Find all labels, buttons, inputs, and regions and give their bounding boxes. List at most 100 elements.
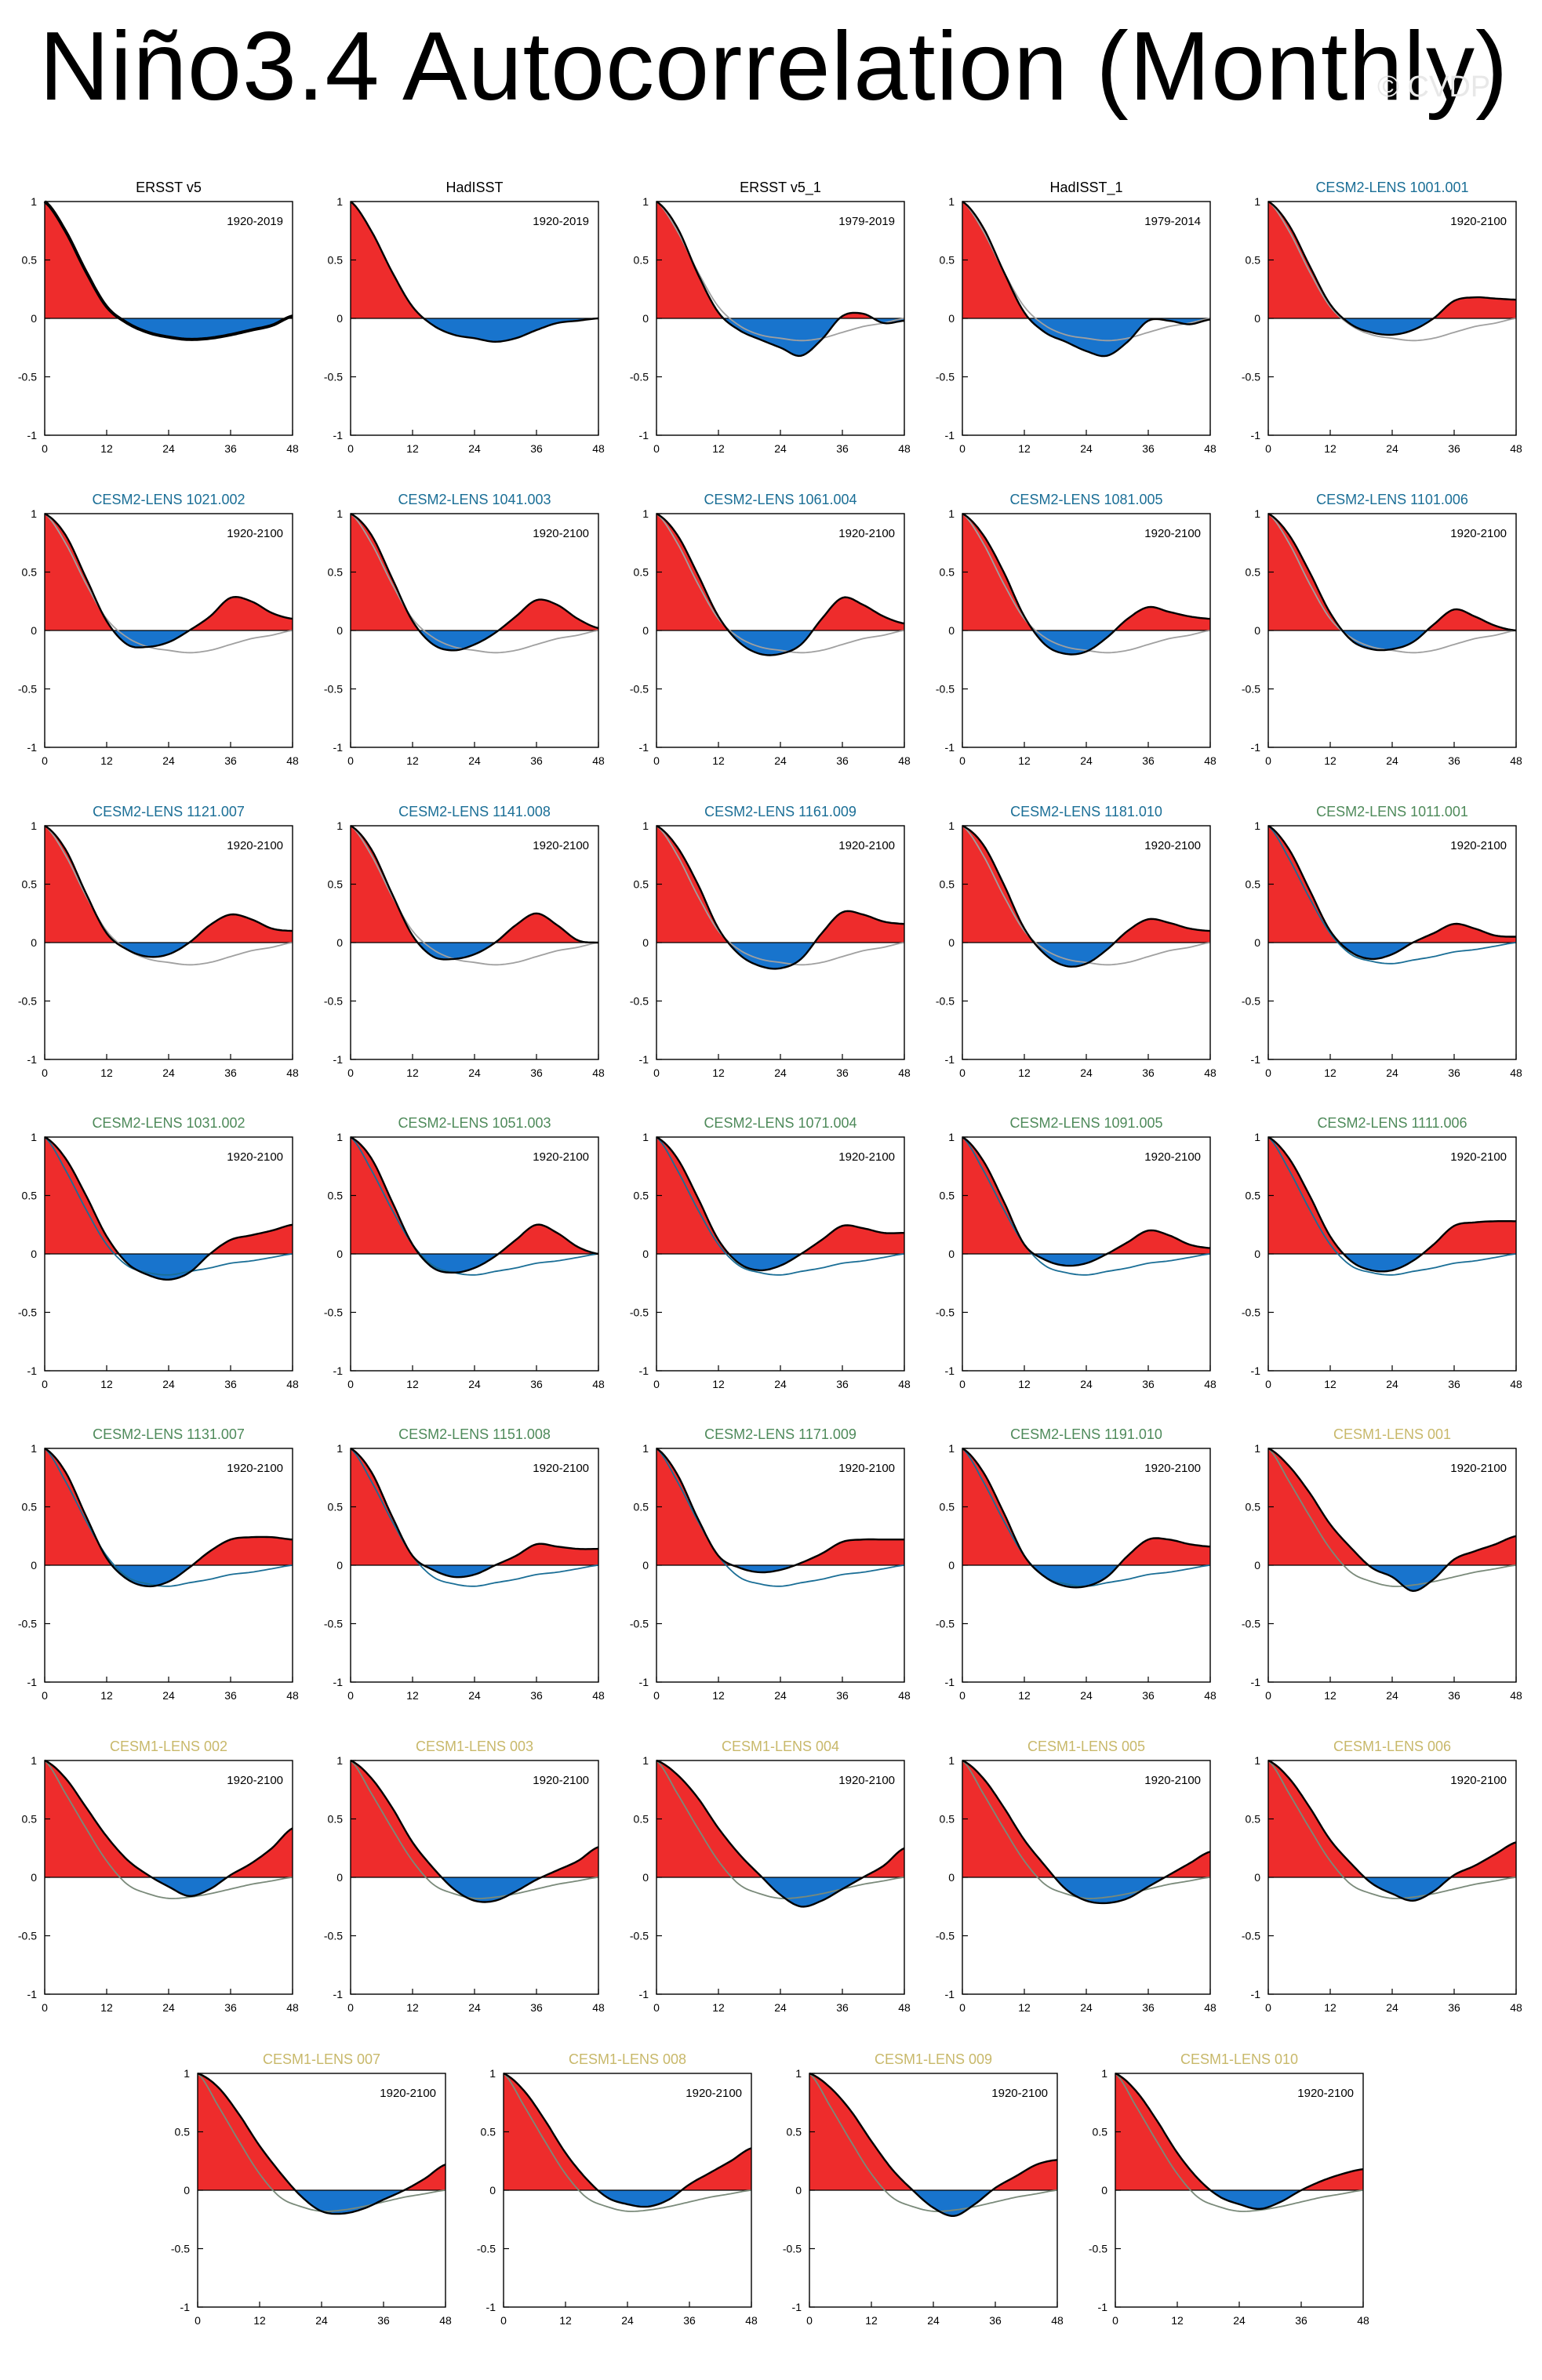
x-tick-label: 24 (1080, 442, 1093, 455)
panel-title: CESM2-LENS 1161.009 (704, 804, 856, 819)
y-tick-label: 0.5 (940, 254, 955, 267)
panel-20: 0 12 24 36 48 1 0.5 0 -0.5 -1 CESM2-LENS 1111.006 1… (1242, 1115, 1522, 1390)
panel-title: CESM1-LENS 008 (569, 2051, 686, 2067)
negative-area (962, 1254, 1210, 1266)
positive-area (1268, 514, 1516, 630)
x-tick-label: 24 (162, 754, 175, 767)
positive-area (198, 2073, 446, 2190)
y-tick-label: 0.5 (940, 1813, 955, 1826)
y-tick-label: -1 (333, 429, 344, 441)
panel-title: ERSST v5_1 (740, 180, 821, 196)
x-tick-label: 12 (712, 2001, 725, 2014)
reference-curve (44, 825, 293, 966)
x-tick-label: 36 (224, 2001, 237, 2014)
positive-area (962, 202, 1210, 318)
panel-31: 0 12 24 36 48 1 0.5 0 -0.5 -1 CESM1-LENS 007 1920-2… (171, 2051, 452, 2327)
reference-curve (962, 1136, 1211, 1276)
period-label: 1920-2100 (533, 839, 589, 852)
x-tick-label: 0 (1265, 442, 1271, 455)
negative-area (1268, 318, 1516, 335)
y-tick-label: 1 (642, 1754, 649, 1767)
y-tick-label: 0.5 (1246, 566, 1261, 579)
y-tick-label: 0.5 (1246, 878, 1261, 891)
panel-5: 0 12 24 36 48 1 0.5 0 -0.5 -1 CESM2-LENS 1001.001 1… (1242, 180, 1522, 455)
x-tick-label: 12 (100, 1689, 113, 1702)
negative-area (962, 1565, 1210, 1588)
y-tick-label: 1 (336, 507, 343, 520)
x-tick-label: 24 (162, 1066, 175, 1079)
x-tick-label: 48 (286, 2001, 299, 2014)
period-label: 1920-2100 (1144, 1774, 1201, 1787)
period-label: 1920-2100 (1297, 2087, 1354, 2100)
y-tick-label: -0.5 (630, 1306, 649, 1319)
negative-area (962, 318, 1210, 357)
panel-title: CESM1-LENS 009 (875, 2051, 992, 2067)
y-tick-label: -1 (1251, 741, 1261, 754)
x-tick-label: 48 (592, 1378, 605, 1390)
y-tick-label: -1 (333, 1053, 344, 1066)
x-tick-label: 24 (927, 2314, 940, 2327)
positive-area (45, 1448, 293, 1565)
x-tick-label: 24 (1080, 754, 1093, 767)
y-tick-label: -1 (639, 1364, 649, 1377)
panel-15: 0 12 24 36 48 1 0.5 0 -0.5 -1 CESM2-LENS 1011.001 1… (1242, 804, 1522, 1079)
y-tick-label: 0.5 (787, 2126, 802, 2138)
x-tick-label: 12 (253, 2314, 266, 2327)
reference-curve (1267, 1760, 1517, 1899)
y-tick-label: -1 (945, 741, 955, 754)
autocorrelation-curve (656, 201, 905, 358)
reference-curve (1267, 513, 1517, 654)
period-label: 1920-2100 (838, 839, 895, 852)
y-tick-label: -1 (945, 1053, 955, 1066)
panel-22: 0 12 24 36 48 1 0.5 0 -0.5 -1 CESM2-LENS 1151.008 1… (324, 1426, 605, 1702)
y-tick-label: -0.5 (18, 1618, 37, 1630)
y-tick-label: -0.5 (630, 1618, 649, 1630)
x-tick-label: 24 (774, 1378, 787, 1390)
y-tick-label: 0 (31, 1248, 37, 1260)
y-tick-label: -0.5 (936, 371, 955, 383)
autocorrelation-curve (809, 2072, 1058, 2218)
x-tick-label: 24 (162, 2001, 175, 2014)
x-tick-label: 24 (1386, 754, 1398, 767)
y-tick-label: 1 (31, 1131, 37, 1143)
x-tick-label: 48 (286, 442, 299, 455)
x-tick-label: 0 (347, 1066, 354, 1079)
positive-area (45, 202, 293, 318)
y-tick-label: 0 (1254, 624, 1260, 637)
period-label: 1920-2100 (686, 2087, 742, 2100)
y-tick-label: -1 (792, 2301, 802, 2313)
y-tick-label: 0 (642, 624, 649, 637)
panel-9: 0 12 24 36 48 1 0.5 0 -0.5 -1 CESM2-LENS 1081.005 1… (936, 492, 1217, 767)
negative-area (656, 630, 904, 656)
autocorrelation-curve (1115, 2072, 1364, 2211)
panel-title: CESM2-LENS 1111.006 (1317, 1115, 1467, 1131)
y-tick-label: -1 (945, 1364, 955, 1377)
autocorrelation-curve (44, 824, 293, 958)
x-tick-label: 0 (959, 442, 966, 455)
negative-area (1115, 2190, 1363, 2209)
y-tick-label: 1 (948, 1442, 955, 1455)
x-tick-label: 12 (712, 754, 725, 767)
panel-13: 0 12 24 36 48 1 0.5 0 -0.5 -1 CESM2-LENS 1161.009 1… (630, 804, 911, 1079)
y-tick-label: 1 (336, 1442, 343, 1455)
x-tick-label: 48 (1204, 442, 1217, 455)
x-tick-label: 36 (1142, 2001, 1155, 2014)
y-tick-label: 0 (948, 936, 955, 949)
panel-27: 0 12 24 36 48 1 0.5 0 -0.5 -1 CESM1-LENS 003 1920-2… (324, 1739, 605, 2014)
panel-32: 0 12 24 36 48 1 0.5 0 -0.5 -1 CESM1-LENS 008 1920-2… (477, 2051, 758, 2327)
panel-title: HadISST_1 (1049, 180, 1122, 196)
x-tick-label: 12 (1324, 442, 1337, 455)
panel-title: CESM2-LENS 1191.010 (1010, 1426, 1162, 1442)
panel-title: HadISST (446, 180, 503, 195)
x-tick-label: 36 (1448, 442, 1460, 455)
x-tick-label: 36 (1142, 442, 1155, 455)
panel-title: CESM1-LENS 006 (1333, 1739, 1451, 1754)
y-tick-label: -1 (639, 1053, 649, 1066)
x-tick-label: 48 (1510, 442, 1522, 455)
x-tick-label: 48 (1204, 2001, 1217, 2014)
panel-7: 0 12 24 36 48 1 0.5 0 -0.5 -1 CESM2-LENS 1041.003 1… (324, 492, 605, 767)
x-tick-label: 48 (1204, 1378, 1217, 1390)
x-tick-label: 36 (836, 1066, 849, 1079)
panel-12: 0 12 24 36 48 1 0.5 0 -0.5 -1 CESM2-LENS 1141.008 1… (324, 804, 605, 1079)
panel-title: CESM1-LENS 001 (1333, 1426, 1451, 1442)
